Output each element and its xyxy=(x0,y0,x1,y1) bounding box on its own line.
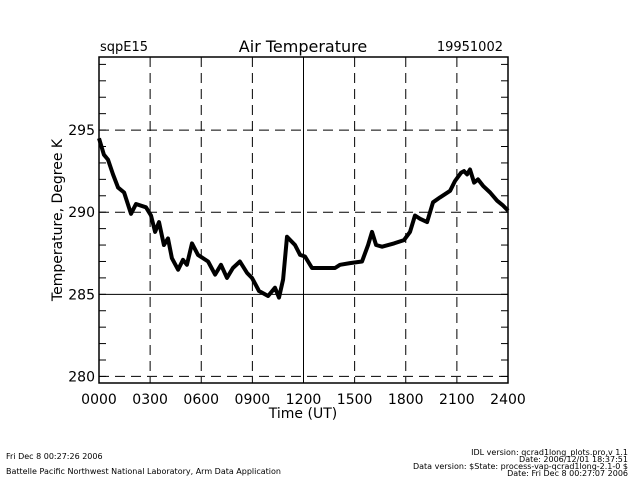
date-label: 19951002 xyxy=(437,40,503,55)
y-tick-label: 290 xyxy=(68,205,95,221)
chart-title: Air Temperature xyxy=(239,37,367,56)
x-axis-label: Time (UT) xyxy=(268,406,337,422)
x-tick-label: 0000 xyxy=(81,392,117,408)
footer-data-date: Date: Fri Dec 8 00:27:07 2006 xyxy=(507,469,628,478)
y-tick-label: 285 xyxy=(68,287,95,303)
x-tick-label: 0600 xyxy=(183,392,219,408)
y-axis-label: Temperature, Degree K xyxy=(50,138,66,302)
site-label: sqpE15 xyxy=(100,40,148,55)
x-tick-label: 1200 xyxy=(286,392,322,408)
x-tick-label: 2100 xyxy=(439,392,475,408)
footer-idl-version: IDL version: qcrad1long_plots.pro,v 1.1 xyxy=(471,448,628,457)
y-tick-label: 280 xyxy=(68,369,95,385)
x-tick-label: 1800 xyxy=(388,392,424,408)
plot-frame xyxy=(98,56,509,384)
footer-organization: Battelle Pacific Northwest National Labo… xyxy=(6,467,281,476)
x-tick-label: 2400 xyxy=(490,392,526,408)
y-tick-label: 295 xyxy=(68,123,95,139)
x-tick-label: 0300 xyxy=(132,392,168,408)
x-tick-label: 0900 xyxy=(235,392,271,408)
footer-idl-date: Date: 2006/12/01 18:37:51 xyxy=(519,455,628,464)
temperature-series-line xyxy=(97,137,510,300)
footer-timestamp: Fri Dec 8 00:27:26 2006 xyxy=(6,452,103,461)
x-tick-label: 1500 xyxy=(337,392,373,408)
footer-data-version: Data version: $State: process-vap-qcrad1… xyxy=(413,462,628,471)
